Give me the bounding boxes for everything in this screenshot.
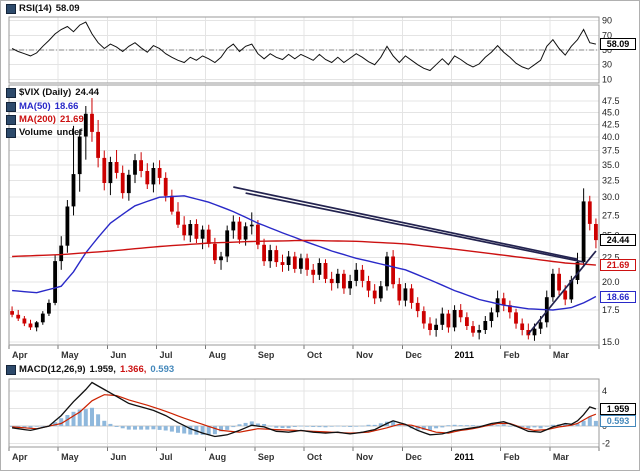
badge-ma50: 18.66: [600, 290, 636, 303]
month-label: Mar: [553, 350, 570, 360]
month-label: Dec: [405, 452, 422, 462]
month-label: Oct: [307, 350, 322, 360]
month-label: Dec: [405, 350, 422, 360]
month-label: 2011: [455, 350, 475, 360]
y-axis-tick: 32.5: [602, 175, 620, 185]
badge-macd: 1.959: [600, 403, 636, 415]
rsi-label: RSI(14): [19, 3, 52, 14]
ma50-label: MA(50): [19, 101, 51, 112]
symbol-label: $VIX (Daily): [19, 87, 72, 98]
badge-ma200: 21.69: [600, 259, 636, 272]
overlay-ma200: [12, 239, 596, 266]
macd-label: MACD(12,26,9): [19, 364, 86, 375]
y-axis-tick: 4: [602, 386, 607, 396]
y-axis-tick: 40.0: [602, 132, 620, 142]
y-axis-tick: -2: [602, 439, 610, 449]
month-label: Nov: [356, 452, 373, 462]
month-label: Jul: [160, 452, 173, 462]
month-label: Feb: [504, 350, 521, 360]
volume-legend-chart-icon: [6, 127, 16, 138]
y-axis-tick: 70: [602, 30, 612, 40]
volume-label: Volume: [19, 127, 53, 138]
y-axis-tick: 45.0: [602, 107, 620, 117]
y-axis-tick: 90: [602, 16, 612, 26]
macd-legend-chart-icon: [6, 364, 16, 375]
y-axis-tick: 30: [602, 60, 612, 70]
ma50-legend-chart-icon: [6, 101, 16, 112]
y-axis-tick: 22.5: [602, 252, 620, 262]
symbol-legend-chart-icon: [6, 87, 16, 98]
trendline: [527, 250, 597, 335]
month-label: Aug: [209, 350, 227, 360]
month-label: Sep: [258, 350, 275, 360]
y-axis-tick: 17.5: [602, 305, 620, 315]
gridlines: [8, 17, 600, 447]
y-axis-tick: 20.0: [602, 277, 620, 287]
macd-hist-value: 0.593: [150, 364, 175, 375]
y-axis-tick: 37.5: [602, 146, 620, 156]
month-label: Oct: [307, 452, 322, 462]
symbol-value: 24.44: [75, 87, 100, 98]
y-axis-tick: 42.5: [602, 119, 620, 129]
macd-legend: MACD(12,26,9) 1.959, 1.366, 0.593: [6, 364, 174, 375]
y-axis-tick: 10: [602, 74, 612, 84]
symbol-legend: $VIX (Daily) 24.44: [6, 87, 99, 98]
ma200-legend-chart-icon: [6, 114, 16, 125]
y-axis-tick: 15.0: [602, 337, 620, 347]
badge-rsi: 58.09: [600, 38, 636, 51]
rsi-value: 58.09: [55, 3, 80, 14]
rsi-legend-chart-icon: [6, 3, 16, 14]
month-label: Aug: [209, 452, 227, 462]
volume-legend: Volume undef: [6, 127, 82, 138]
month-label: Jun: [110, 350, 126, 360]
y-axis-tick: 47.5: [602, 96, 620, 106]
month-label: Jul: [160, 350, 173, 360]
plot-series: [9, 21, 599, 438]
ma50-value: 18.66: [54, 101, 79, 112]
y-axis-tick: 27.5: [602, 210, 620, 220]
axes: Apr Apr May May Jun Jun Jul Jul Aug Aug Sep Sep Oct O…: [8, 16, 620, 462]
month-label: Mar: [553, 452, 570, 462]
month-label: Sep: [258, 452, 275, 462]
trendline: [233, 186, 578, 261]
month-label: May: [61, 452, 79, 462]
ma50-legend: MA(50) 18.66: [6, 101, 78, 112]
y-axis-tick: 35.0: [602, 160, 620, 170]
month-label: Jun: [110, 452, 126, 462]
month-label: Apr: [12, 350, 28, 360]
ma200-label: MA(200): [19, 114, 56, 125]
volume-value: undef: [56, 127, 83, 138]
month-label: Feb: [504, 452, 521, 462]
macd-line-value: 1.959,: [89, 364, 116, 375]
ma200-legend: MA(200) 21.69: [6, 114, 84, 125]
month-label: Apr: [12, 452, 28, 462]
ma200-value: 21.69: [59, 114, 84, 125]
month-label: 2011: [455, 452, 475, 462]
month-label: May: [61, 350, 79, 360]
trendline: [245, 192, 584, 263]
macd-signal-value: 1.366,: [119, 364, 147, 375]
rsi-legend: RSI(14) 58.09: [6, 3, 80, 14]
badge-price: 24.44: [600, 234, 636, 247]
month-label: Nov: [356, 350, 373, 360]
y-axis-tick: 30.0: [602, 192, 620, 202]
badge-hist: 0.593: [600, 414, 636, 427]
